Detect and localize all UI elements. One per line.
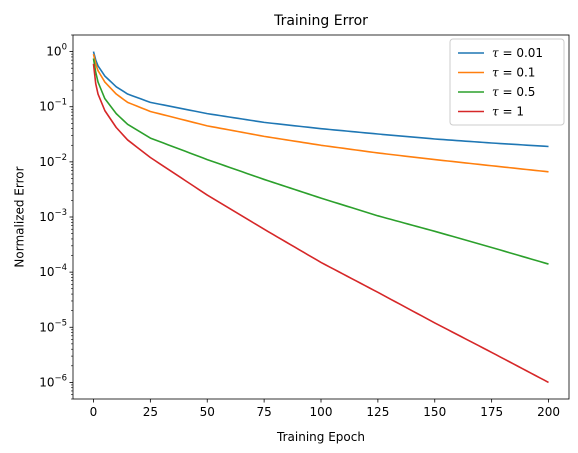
chart-title: Training Error	[273, 13, 368, 29]
x-tick-label: 0	[90, 405, 98, 419]
y-axis: 100 10−1 10−2 10−3 10−4 10−5 10−6	[39, 34, 73, 400]
y-tick-label: 10−1	[39, 98, 67, 114]
series-line-0	[92, 51, 549, 148]
y-tick-label: 10−3	[39, 208, 67, 224]
series-line-1	[92, 53, 549, 173]
legend-label-0: τ = 0.01	[492, 46, 543, 60]
y-tick-label: 10−5	[39, 318, 67, 334]
y-tick-label: 10−4	[39, 263, 67, 279]
x-tick-label: 75	[256, 405, 271, 419]
y-tick-label: 100	[46, 43, 67, 59]
x-tick-label: 175	[480, 405, 503, 419]
series-line-2	[92, 58, 549, 265]
x-tick-label: 100	[310, 405, 333, 419]
x-tick-label: 200	[537, 405, 560, 419]
x-tick-label: 50	[200, 405, 215, 419]
y-tick-label: 10−2	[39, 153, 67, 169]
legend: τ = 0.01 τ = 0.1 τ = 0.5 τ = 1	[449, 38, 565, 126]
x-tick-label: 125	[366, 405, 389, 419]
y-axis-label: Normalized Error	[13, 166, 27, 267]
legend-label-2: τ = 0.5	[492, 85, 535, 99]
legend-box	[449, 38, 565, 126]
x-tick-label: 150	[423, 405, 446, 419]
series-layer	[92, 51, 549, 384]
x-axis-label: Training Epoch	[276, 430, 365, 444]
x-tick-label: 25	[143, 405, 158, 419]
legend-label-3: τ = 1	[492, 105, 524, 119]
legend-label-1: τ = 0.1	[492, 66, 535, 80]
y-tick-label: 10−6	[39, 373, 67, 389]
x-axis: 0 25 50 75 100 125 150 175 200	[90, 399, 560, 419]
series-line-3	[92, 63, 549, 384]
